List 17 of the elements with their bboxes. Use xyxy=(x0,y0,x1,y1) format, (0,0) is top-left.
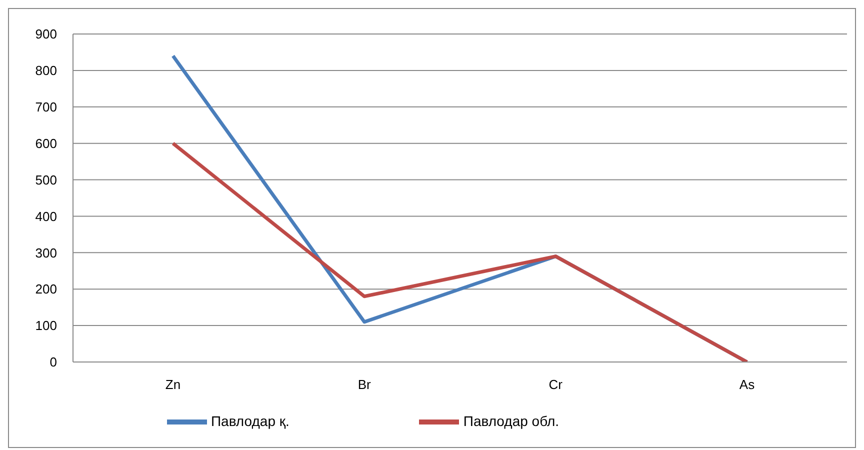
legend-label: Павлодар обл. xyxy=(463,412,560,429)
y-tick-label: 0 xyxy=(50,354,57,370)
y-tick-label: 500 xyxy=(35,172,57,188)
y-tick-label: 200 xyxy=(35,282,57,297)
x-tick-label: Zn xyxy=(165,377,181,392)
x-tick-label: Br xyxy=(358,377,372,392)
x-tick-label: As xyxy=(739,377,756,392)
y-tick-label: 600 xyxy=(35,136,57,151)
y-tick-label: 800 xyxy=(35,63,57,78)
legend-label: Павлодар қ. xyxy=(210,412,290,429)
x-tick-label: Cr xyxy=(548,377,564,392)
y-tick-label: 900 xyxy=(35,26,57,42)
y-tick-label: 400 xyxy=(35,208,57,224)
line-series xyxy=(171,142,749,362)
y-tick-label: 300 xyxy=(35,245,57,260)
y-tick-label: 700 xyxy=(35,100,57,115)
y-tick-label: 100 xyxy=(35,318,57,334)
